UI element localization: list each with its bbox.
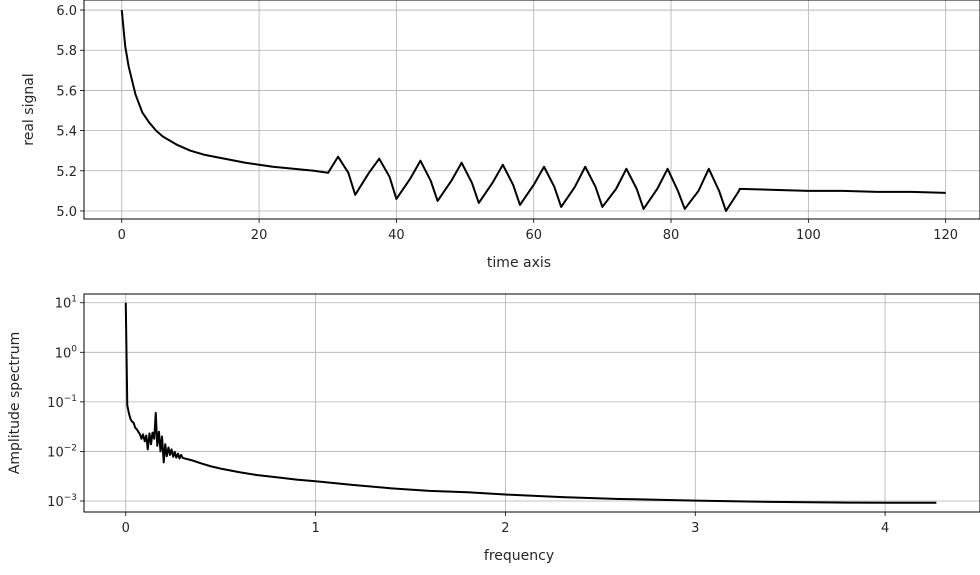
x-tick-label: 80 (663, 228, 680, 243)
x-tick-label: 120 (933, 228, 958, 243)
y-axis-label: real signal (21, 73, 37, 145)
series-line (124, 302, 937, 504)
top-panel-time-signal: 0 20 40 60 80 100 120 5.0 5.2 5.4 5.6 5.8 6.0 time ax… (21, 0, 980, 271)
x-tick-label: 60 (525, 228, 542, 243)
y-tick-label: 100 (55, 344, 78, 361)
axes-frame (83, 0, 980, 220)
y-tick-label: 5.6 (56, 84, 77, 99)
x-tick-label: 0 (122, 521, 130, 536)
x-tick-label: 20 (251, 228, 268, 243)
x-tick-label: 40 (388, 228, 405, 243)
y-tick-label: 5.0 (56, 205, 77, 220)
y-tick-label: 101 (55, 295, 77, 312)
axes-frame (83, 293, 980, 513)
y-tick-label: 5.4 (56, 125, 77, 140)
y-tick-label: 5.8 (56, 44, 77, 59)
y-tick-label: 5.2 (56, 165, 77, 180)
y-tick-label: 10−2 (47, 443, 77, 460)
x-tick-label: 1 (311, 521, 319, 536)
bottom-panel-amplitude-spectrum: 0 1 2 3 4 10−3 10−2 10−1 100 101 frequency Amplitud… (7, 293, 980, 564)
y-tick-label: 10−1 (47, 394, 77, 411)
x-tick-label: 100 (796, 228, 821, 243)
series-line (120, 9, 946, 212)
x-tick-label: 2 (501, 521, 509, 536)
x-axis-label: time axis (487, 255, 551, 271)
x-tick-label: 3 (691, 521, 699, 536)
x-tick-label: 0 (118, 228, 126, 243)
x-axis-label: frequency (484, 548, 554, 564)
y-tick-label: 6.0 (56, 4, 77, 19)
y-axis-label: Amplitude spectrum (7, 332, 23, 474)
x-tick-label: 4 (881, 521, 889, 536)
y-tick-label: 10−3 (47, 493, 77, 510)
